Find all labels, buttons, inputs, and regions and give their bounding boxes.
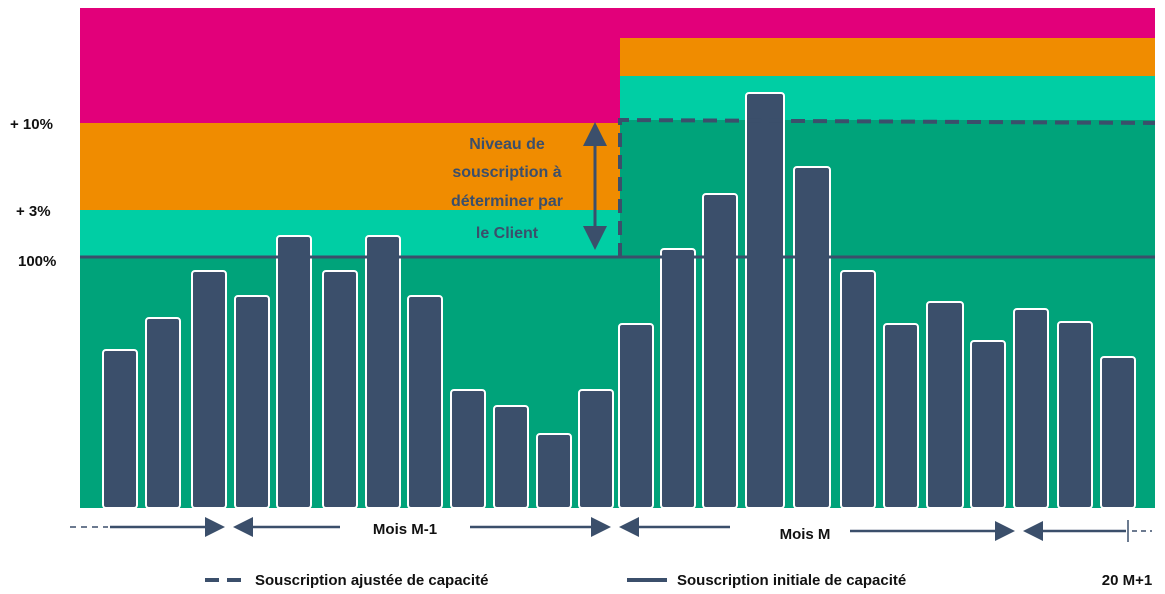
axis-label: + 10% xyxy=(10,116,53,133)
axis-label: + 3% xyxy=(16,203,51,220)
bars xyxy=(102,92,1136,509)
period-label: 20 M+1 xyxy=(1102,572,1152,589)
annotation-line: le Client xyxy=(476,225,539,242)
period-arrows xyxy=(70,517,1152,542)
legend-label: Souscription initiale de capacité xyxy=(677,572,906,589)
legend: Souscription ajustée de capacité Souscri… xyxy=(205,572,906,589)
annotation-line: souscription à xyxy=(452,164,561,181)
period-label: Mois M xyxy=(780,526,831,543)
period-label: Mois M-1 xyxy=(373,521,437,538)
annotation-line: déterminer par xyxy=(451,193,563,210)
annotation-line: Niveau de xyxy=(469,136,545,153)
annotation: Niveau de souscription à déterminer par … xyxy=(451,136,563,242)
legend-label: Souscription ajustée de capacité xyxy=(255,572,488,589)
axis-label: 100% xyxy=(18,253,56,270)
adjusted-line xyxy=(618,117,1156,257)
